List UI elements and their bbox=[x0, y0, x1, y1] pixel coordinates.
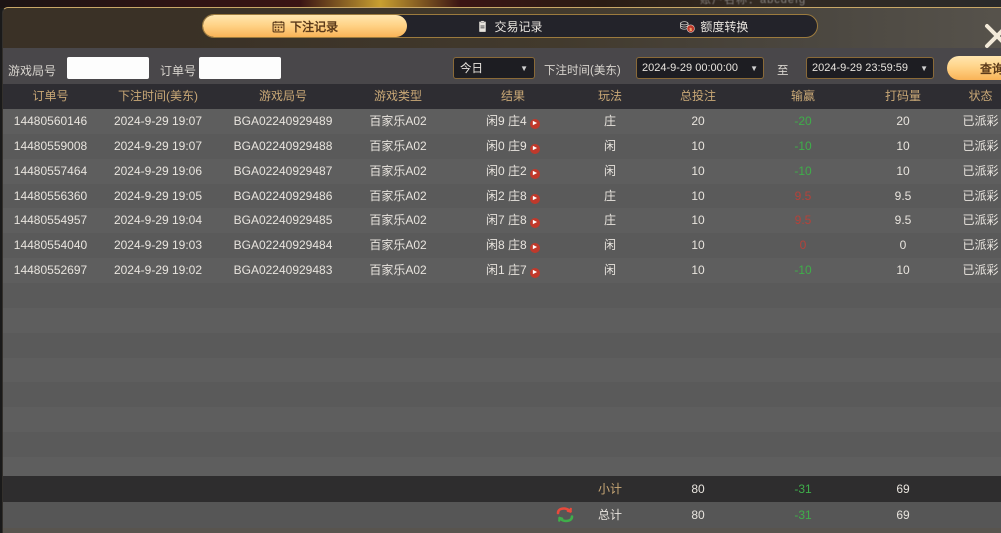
svg-text:$: $ bbox=[690, 26, 693, 32]
